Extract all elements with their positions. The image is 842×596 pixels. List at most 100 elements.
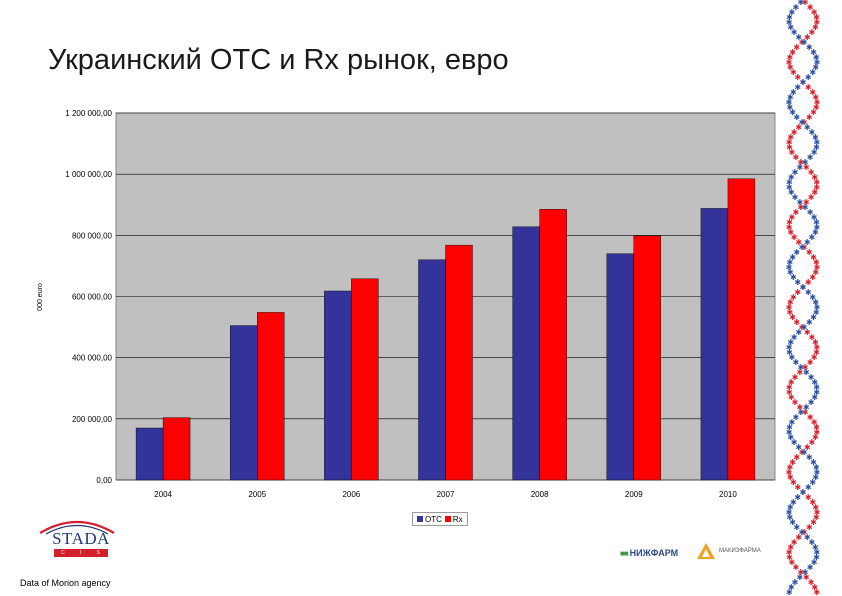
stada-arc-icon — [39, 520, 115, 535]
helix-star-icon: ✱ — [811, 213, 818, 222]
helix-star-icon: ✱ — [800, 488, 807, 497]
helix-star-icon: ✱ — [812, 23, 819, 32]
helix-star-icon: ✱ — [812, 298, 819, 307]
bar-rx-2007 — [445, 244, 473, 481]
helix-star-icon: ✱ — [814, 468, 821, 477]
helix-star-icon: ✱ — [804, 123, 811, 132]
helix-star-icon: ✱ — [791, 233, 798, 242]
x-tick-label: 2010 — [719, 490, 737, 499]
helix-star-icon: ✱ — [792, 413, 799, 422]
y-axis-label: 000 euro — [37, 283, 44, 311]
source-note: Data of Morion agency — [20, 578, 111, 588]
makiz-logo: МАКИЗФАРМА — [696, 542, 761, 560]
helix-star-icon: ✱ — [809, 538, 816, 547]
helix-star-icon: ✱ — [805, 493, 812, 502]
helix-star-icon: ✱ — [813, 143, 820, 152]
bar-otc-2009 — [606, 253, 634, 481]
helix-star-icon: ✱ — [806, 453, 813, 462]
helix-star-icon: ✱ — [786, 468, 793, 477]
bar-otc-2005 — [230, 325, 258, 481]
helix-star-icon: ✱ — [789, 313, 796, 322]
helix-star-icon: ✱ — [812, 473, 819, 482]
helix-star-icon: ✱ — [794, 278, 801, 287]
helix-star-icon: ✱ — [799, 528, 806, 537]
helix-star-icon: ✱ — [809, 293, 816, 302]
helix-star-icon: ✱ — [806, 248, 813, 257]
helix-star-icon: ✱ — [793, 318, 800, 327]
slide-title: Украинский OTC и Rx рынок, евро — [48, 44, 509, 76]
helix-star-icon: ✱ — [791, 333, 798, 342]
helix-star-icon: ✱ — [792, 578, 799, 587]
helix-star-icon: ✱ — [792, 208, 799, 217]
helix-star-icon: ✱ — [809, 273, 816, 282]
helix-star-icon: ✱ — [808, 193, 815, 202]
helix-star-icon: ✱ — [811, 353, 818, 362]
bar-rx-2006 — [351, 278, 379, 481]
helix-star-icon: ✱ — [789, 518, 796, 527]
helix-star-icon: ✱ — [786, 388, 793, 397]
helix-star-icon: ✱ — [786, 18, 793, 27]
legend-label-rx: Rx — [452, 514, 463, 524]
dna-helix-decoration: ✱✱✱✱✱✱✱✱✱✱✱✱✱✱✱✱✱✱✱ ✱✱ ✱✱ ✱✱ ✱✱ ✱✱ ✱✱ ✱✱✱✱✱✱✱✱✱… — [786, 0, 821, 596]
helix-star-icon: ✱ — [806, 43, 813, 52]
bar-rx-2008 — [539, 209, 567, 481]
helix-star-icon: ✱ — [790, 478, 797, 487]
y-tick-label: 1 200 000,00 — [65, 109, 112, 118]
helix-star-icon: ✱ — [814, 343, 821, 352]
helix-star-icon: ✱ — [813, 588, 820, 596]
helix-star-icon: ✱ — [789, 48, 796, 57]
y-tick-label: 800 000,00 — [72, 231, 113, 240]
helix-star-icon: ✱ — [810, 518, 817, 527]
helix-star-icon: ✱ — [813, 388, 820, 397]
helix-star-icon: ✱ — [789, 148, 796, 157]
helix-star-icon: ✱ — [812, 543, 819, 552]
helix-star-icon: ✱ — [786, 183, 793, 192]
helix-star-icon: ✱ — [789, 558, 796, 567]
helix-star-icon: ✱ — [795, 328, 802, 337]
nizhpharm-wordmark: НИЖФАРМ — [629, 548, 679, 558]
helix-star-icon: ✱ — [802, 363, 809, 372]
helix-star-icon: ✱ — [814, 18, 821, 27]
helix-star-icon: ✱ — [801, 323, 808, 332]
helix-star-icon: ✱ — [804, 443, 811, 452]
helix-star-icon: ✱ — [814, 223, 821, 232]
helix-star-icon: ✱ — [786, 303, 793, 312]
bars — [135, 178, 756, 481]
helix-star-icon: ✱ — [787, 338, 794, 347]
helix-star-icon: ✱ — [809, 88, 816, 97]
helix-star-icon: ✱ — [787, 433, 794, 442]
helix-star-icon: ✱ — [811, 393, 818, 402]
helix-star-icon: ✱ — [793, 523, 800, 532]
helix-star-icon: ✱ — [798, 203, 805, 212]
stada-strip-letter: S — [96, 550, 101, 556]
helix-star-icon: ✱ — [793, 113, 800, 122]
helix-star-icon: ✱ — [792, 153, 799, 162]
helix-star-icon: ✱ — [786, 308, 793, 317]
helix-star-icon: ✱ — [786, 513, 793, 522]
helix-star-icon: ✱ — [811, 583, 818, 592]
helix-star-icon: ✱ — [790, 498, 797, 507]
helix-star-icon: ✱ — [787, 228, 794, 237]
helix-star-icon: ✱ — [807, 208, 814, 217]
helix-star-icon: ✱ — [798, 158, 805, 167]
helix-star-icon: ✱ — [798, 568, 805, 577]
helix-star-icon: ✱ — [810, 48, 817, 57]
helix-star-icon: ✱ — [813, 183, 820, 192]
helix-star-icon: ✱ — [799, 323, 806, 332]
helix-star-icon: ✱ — [794, 493, 801, 502]
legend-entry-rx: Rx — [444, 514, 463, 524]
helix-star-icon: ✱ — [809, 438, 816, 447]
helix-star-icon: ✱ — [786, 178, 793, 187]
helix-star-icon: ✱ — [814, 98, 821, 107]
helix-star-icon: ✱ — [786, 138, 793, 147]
legend-swatch-otc — [417, 516, 423, 522]
helix-star-icon: ✱ — [786, 383, 793, 392]
helix-star-icon: ✱ — [793, 453, 800, 462]
helix-star-icon: ✱ — [814, 428, 821, 437]
helix-star-icon: ✱ — [792, 563, 799, 572]
helix-star-icon: ✱ — [791, 128, 798, 137]
stada-strip: C I S — [54, 549, 108, 557]
helix-star-icon: ✱ — [803, 573, 810, 582]
helix-star-icon: ✱ — [800, 78, 807, 87]
